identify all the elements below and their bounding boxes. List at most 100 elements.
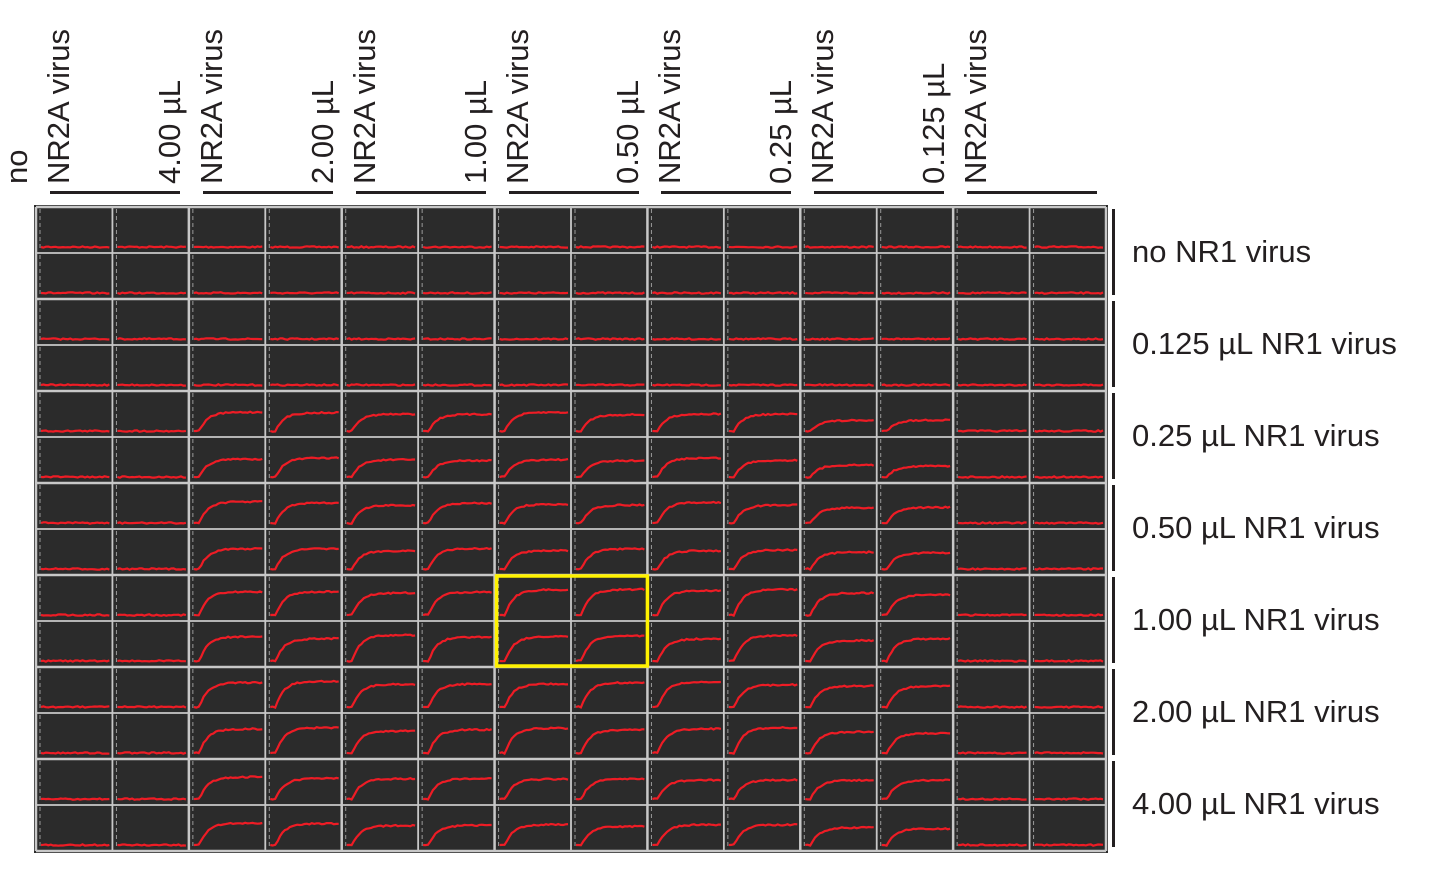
trace-r6-c2 [193,499,263,525]
column-label: no NR2A virus [0,29,80,184]
trace-r8-c1 [117,613,187,617]
trace-r0-c2 [193,245,263,249]
trace-r6-c7 [575,503,645,525]
column-header: 0.50 µL NR2A virus [610,4,792,194]
trace-r3-c13 [1034,383,1104,387]
row-bracket [1112,485,1115,571]
row-bracket [1112,761,1115,847]
trace-r3-c0 [40,383,110,387]
trace-r6-c13 [1034,521,1104,525]
trace-r13-c9 [728,822,798,847]
column-label: 0.25 µL NR2A virus [760,29,844,184]
column-bracket [355,191,486,194]
trace-r4-c3 [269,410,339,433]
trace-r5-c5 [422,458,492,479]
trace-r8-c5 [422,590,492,617]
trace-r3-c9 [728,383,798,387]
trace-r0-c6 [499,245,568,249]
trace-r4-c0 [40,429,110,433]
trace-r2-c13 [1034,337,1104,341]
column-bracket [814,191,945,194]
trace-r12-c4 [346,777,416,801]
trace-r4-c7 [575,412,645,433]
trace-r7-c7 [575,547,645,571]
trace-r12-c5 [423,776,492,801]
trace-r0-c5 [422,245,492,249]
trace-r8-c13 [1034,613,1104,617]
column-bracket [967,191,1098,194]
trace-r4-c13 [1034,429,1104,433]
trace-r9-c2 [193,635,263,663]
trace-r0-c7 [575,245,645,249]
column-label-line1: 0.25 µL [763,79,799,184]
trace-r1-c12 [958,291,1027,295]
trace-r7-c13 [1034,567,1103,571]
trace-r5-c3 [270,456,340,479]
trace-r11-c10 [805,730,874,755]
trace-r10-c1 [117,705,187,709]
trace-r8-c3 [270,590,339,617]
trace-r9-c1 [117,659,186,663]
trace-r11-c2 [193,727,263,755]
trace-r2-c12 [957,337,1027,341]
trace-r11-c3 [270,726,339,755]
column-label-line2: NR2A virus [346,28,382,184]
trace-r12-c13 [1034,797,1104,801]
row-bracket [1112,669,1115,755]
row-label: 0.25 µL NR1 virus [1132,418,1380,453]
trace-r1-c13 [1034,291,1104,295]
column-label-line1: 0.50 µL [610,79,646,184]
trace-r1-c10 [805,291,874,295]
trace-r12-c0 [40,797,110,801]
trace-r10-c0 [40,705,110,709]
trace-r10-c3 [270,679,339,710]
trace-r4-c8 [652,412,722,433]
trace-r7-c1 [117,567,187,571]
trace-r7-c4 [346,549,416,571]
trace-r12-c7 [575,777,645,801]
trace-r5-c10 [804,463,875,479]
trace-r7-c6 [499,548,569,571]
trace-r12-c11 [881,778,951,801]
trace-r8-c12 [958,613,1027,617]
row-bracket [1112,393,1115,479]
trace-r5-c4 [346,457,416,479]
trace-r3-c5 [422,383,492,387]
trace-r7-c0 [40,567,110,571]
trace-r3-c3 [270,383,339,387]
trace-r5-c11 [881,464,951,479]
trace-r0-c10 [805,245,874,249]
trace-r9-c5 [423,635,492,663]
trace-r10-c7 [575,681,645,709]
trace-r2-c4 [346,337,416,341]
trace-r6-c0 [40,521,110,525]
trace-r13-c8 [652,823,721,847]
trace-r13-c1 [117,843,186,847]
trace-r2-c11 [881,337,951,341]
column-label-line2: NR2A virus [805,28,841,184]
trace-r10-c11 [881,684,951,709]
trace-r13-c0 [40,843,110,847]
trace-r9-c8 [652,637,722,663]
column-label-line2: NR2A virus [958,28,994,184]
trace-r4-c4 [346,412,416,433]
trace-r13-c6 [499,822,569,847]
trace-r3-c12 [957,383,1027,387]
trace-r0-c13 [1034,245,1104,249]
trace-r1-c7 [575,291,645,295]
trace-r13-c2 [193,821,263,847]
trace-r13-c11 [881,827,951,847]
trace-r3-c10 [805,383,874,387]
trace-r11-c0 [40,751,110,755]
trace-r0-c4 [346,245,416,249]
trace-r3-c4 [346,383,416,387]
trace-r7-c5 [422,546,492,571]
trace-r1-c5 [422,291,492,295]
trace-r9-c9 [728,633,798,663]
trace-r6-c11 [881,505,951,525]
trace-r10-c8 [652,680,721,709]
trace-r0-c1 [117,245,186,249]
trace-r4-c12 [958,429,1027,433]
highlight-box [494,574,650,668]
